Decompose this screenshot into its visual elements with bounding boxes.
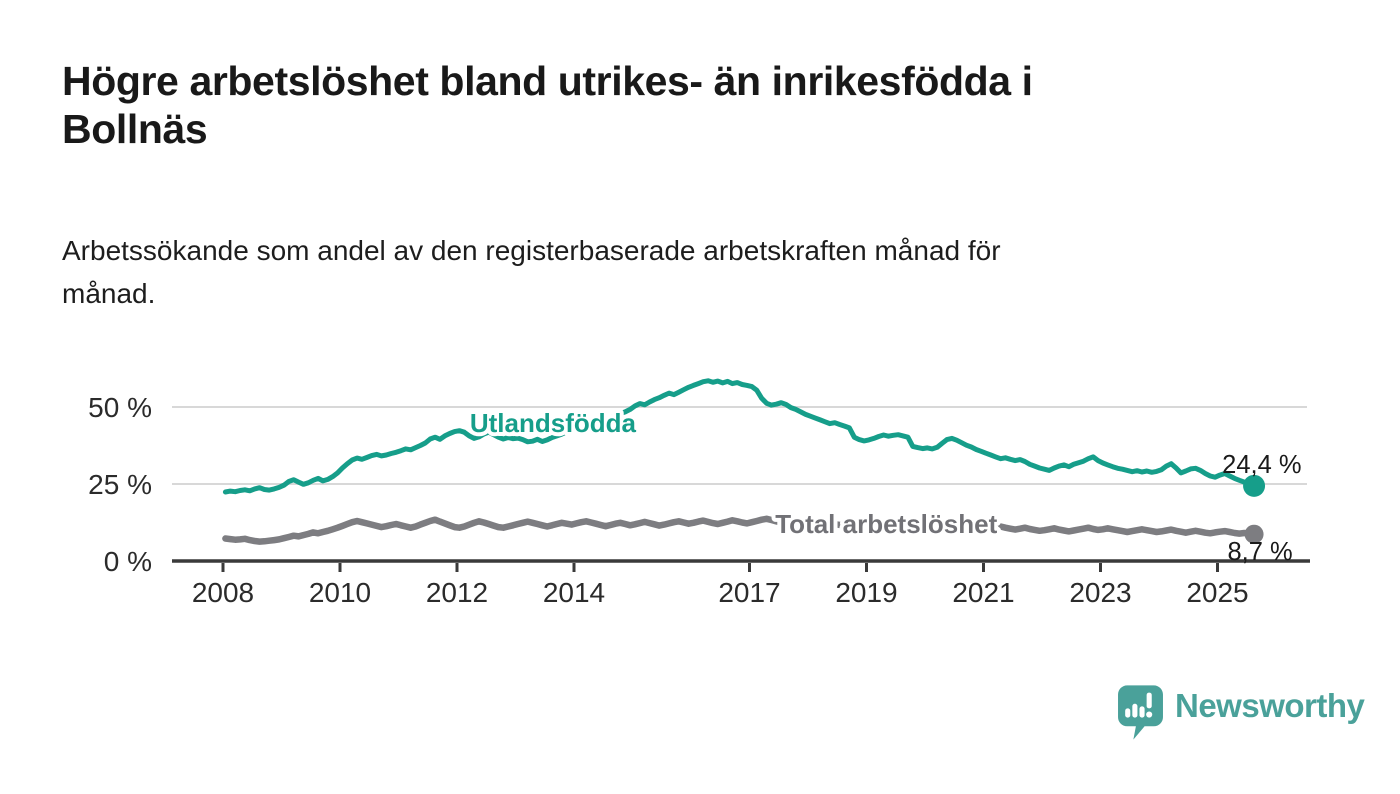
x-tick-label: 2019 — [835, 577, 897, 608]
series-name-label: Total arbetslöshet — [775, 509, 997, 539]
newsworthy-logo-icon — [1118, 685, 1163, 740]
y-tick-label: 25 % — [88, 469, 152, 500]
page-title-line1: Högre arbetslöshet bland utrikes- än inr… — [62, 58, 1033, 104]
x-tick-label: 2025 — [1186, 577, 1248, 608]
page-subtitle-line2: månad. — [62, 278, 156, 309]
x-tick-label: 2023 — [1069, 577, 1131, 608]
newsworthy-logo: Newsworthy — [1117, 684, 1365, 742]
x-tick-label: 2012 — [426, 577, 488, 608]
series-end-value-label: 8,7 % — [1227, 538, 1292, 566]
x-tick-label: 2014 — [543, 577, 605, 608]
x-tick-label: 2008 — [192, 577, 254, 608]
series-line — [222, 515, 1258, 545]
x-tick-label: 2017 — [718, 577, 780, 608]
series-end-dot — [1243, 474, 1266, 497]
x-tick-label: 2021 — [952, 577, 1014, 608]
page-title: Högre arbetslöshet bland utrikes- än inr… — [62, 57, 1282, 153]
y-tick-label: 0 % — [104, 546, 152, 577]
series-name-label: Utlandsfödda — [470, 408, 637, 438]
series-end-dot — [1244, 524, 1264, 544]
page-subtitle-line1: Arbetssökande som andel av den registerb… — [62, 235, 1001, 266]
newsworthy-logo-text: Newsworthy — [1175, 687, 1365, 724]
series-end-value-label: 24,4 % — [1222, 451, 1301, 479]
page-subtitle: Arbetssökande som andel av den registerb… — [62, 229, 1282, 315]
page-title-line2: Bollnäs — [62, 106, 208, 152]
bar-chart-exclamation-glyph — [1125, 692, 1153, 718]
x-tick-label: 2010 — [309, 577, 371, 608]
y-tick-label: 50 % — [88, 392, 152, 423]
series-line — [222, 378, 1257, 495]
